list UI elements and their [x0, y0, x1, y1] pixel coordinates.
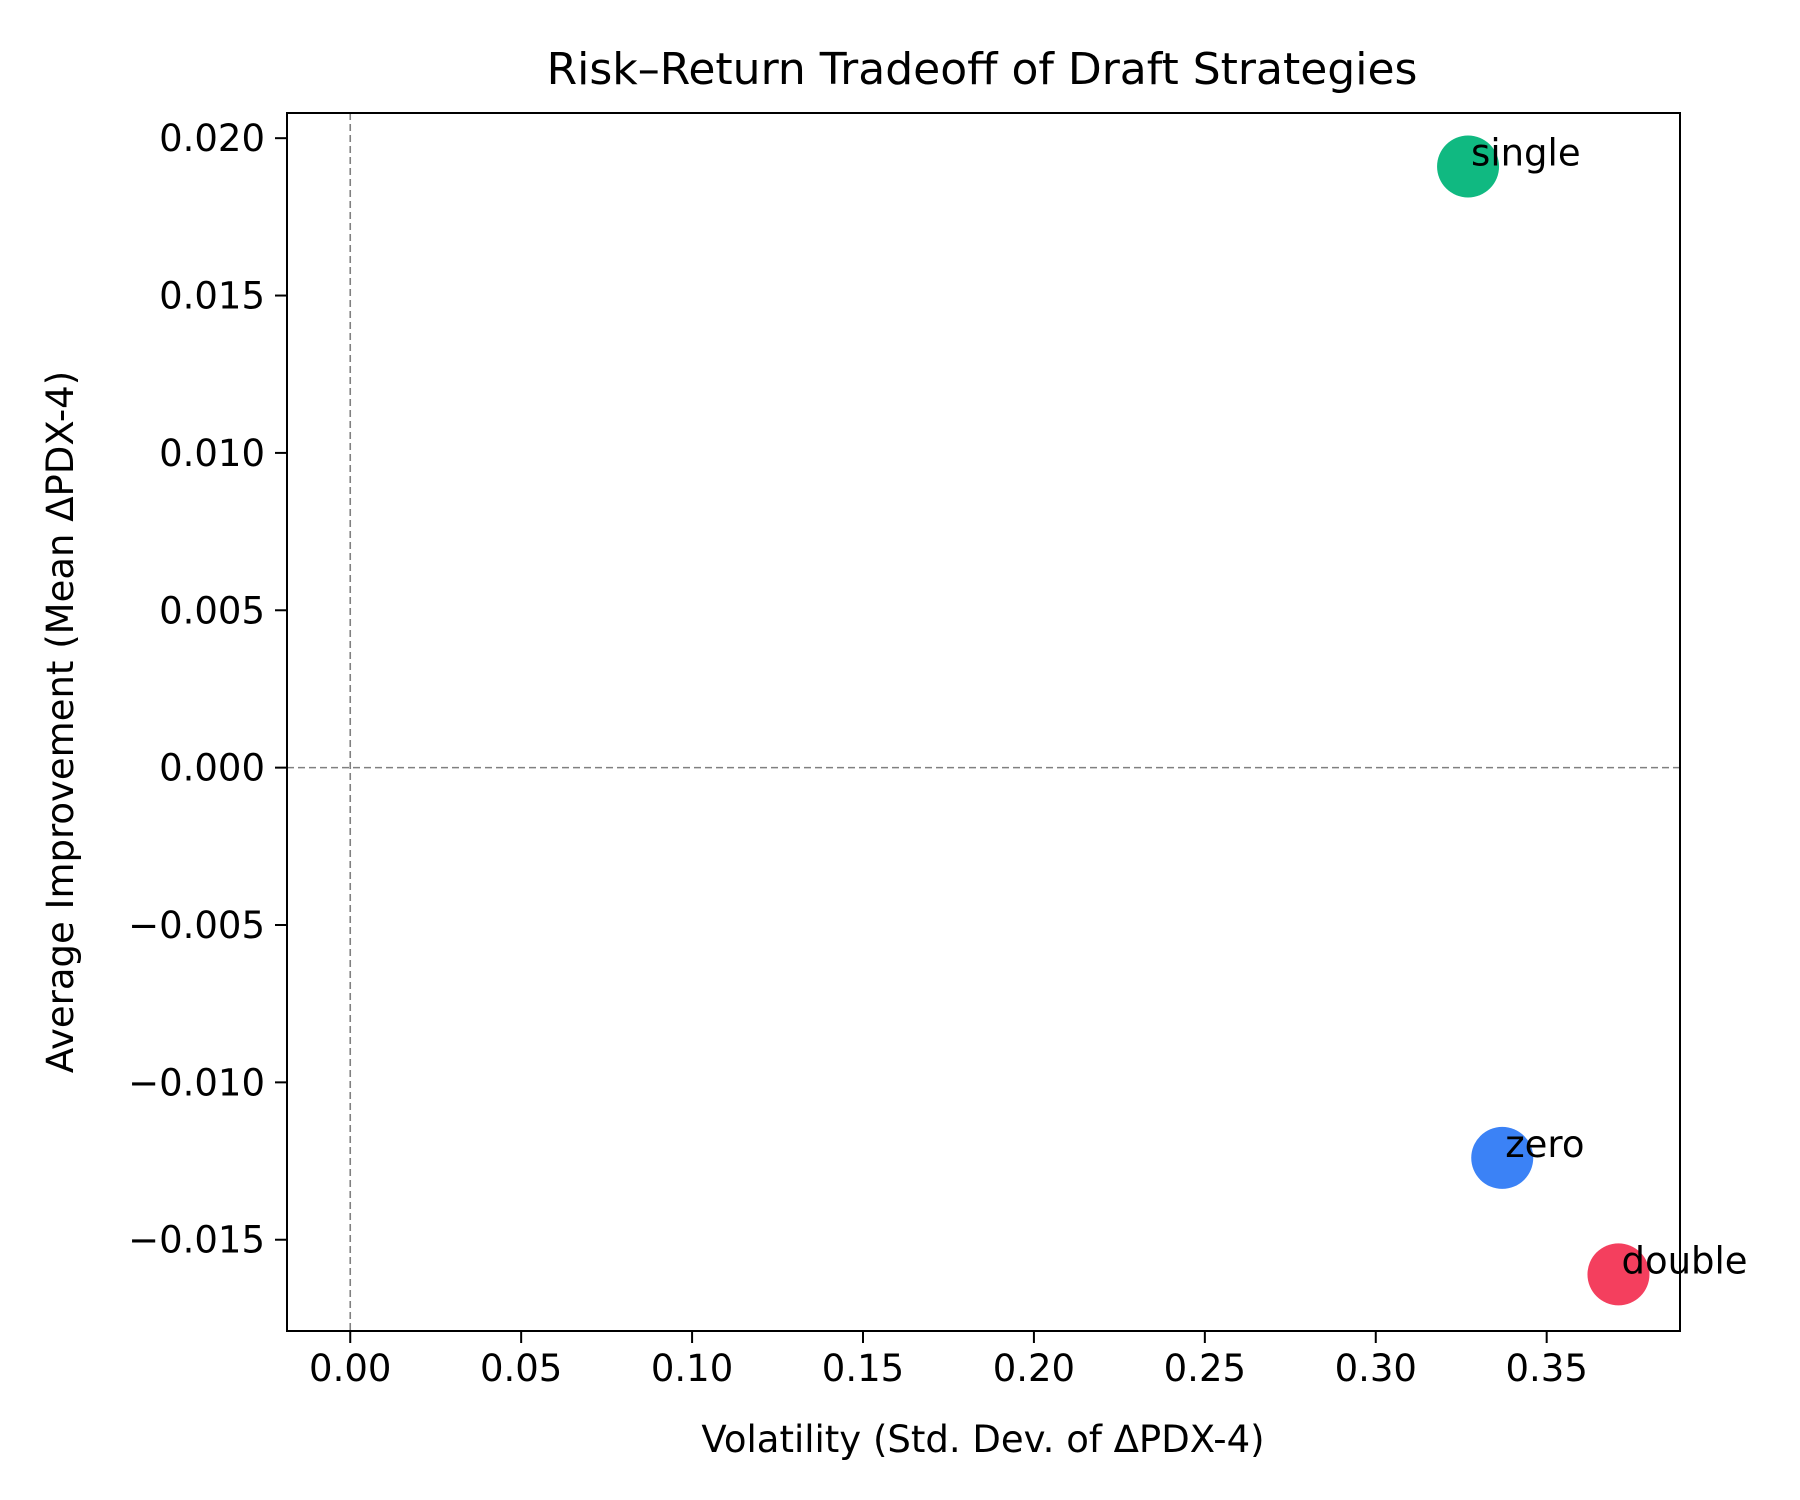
x-tick-label: 0.10: [651, 1347, 733, 1390]
plot-area: single zero double: [287, 113, 1748, 1331]
plot-frame: [287, 113, 1680, 1331]
y-tick-label: −0.015: [128, 1219, 265, 1262]
y-tick-label: 0.005: [159, 589, 265, 632]
x-tick-label: 0.00: [309, 1347, 391, 1390]
chart-title: Risk–Return Tradeoff of Draft Strategies: [547, 44, 1418, 95]
y-tick-label: 0.000: [159, 747, 265, 790]
y-tick-label: 0.020: [159, 117, 265, 160]
point-label-single: single: [1471, 132, 1581, 175]
x-tick-label: 0.35: [1505, 1347, 1587, 1390]
point-label-double: double: [1621, 1239, 1747, 1282]
y-tick-label: −0.010: [128, 1061, 265, 1104]
axes-ticks: 0.00 0.05 0.10 0.15 0.20 0.25 0.30 0.35 0.020 0.0…: [128, 117, 1588, 1390]
x-tick-label: 0.25: [1164, 1347, 1246, 1390]
x-tick-label: 0.30: [1335, 1347, 1417, 1390]
x-axis-title: Volatility (Std. Dev. of ΔPDX-4): [701, 1418, 1264, 1461]
y-tick-label: −0.005: [128, 904, 265, 947]
y-tick-label: 0.010: [159, 432, 265, 475]
x-tick-label: 0.15: [822, 1347, 904, 1390]
point-label-zero: zero: [1505, 1123, 1584, 1166]
x-tick-label: 0.20: [993, 1347, 1075, 1390]
y-axis-title: Average Improvement (Mean ΔPDX-4): [39, 371, 82, 1073]
x-tick-label: 0.05: [480, 1347, 562, 1390]
y-tick-label: 0.015: [159, 275, 265, 318]
